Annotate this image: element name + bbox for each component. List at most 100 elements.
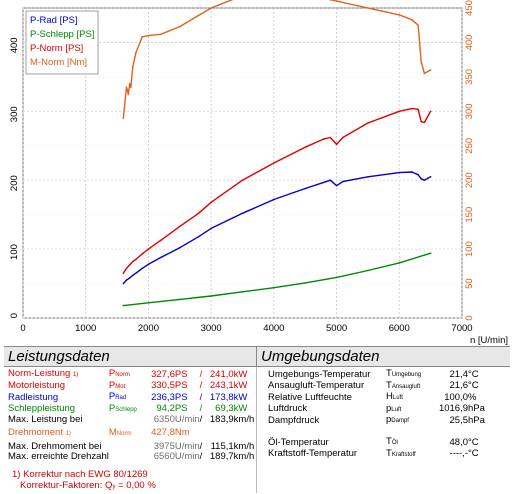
- row-unit-2: kW: [233, 368, 248, 380]
- y-right-tick-label: 200: [464, 172, 475, 188]
- y-left-tick-label: 400: [9, 37, 20, 53]
- data-point: [304, 187, 307, 190]
- data-point: [423, 121, 426, 124]
- data-point: [304, 146, 307, 148]
- y-right-tick-label: 450: [464, 0, 475, 16]
- data-point: [210, 201, 212, 204]
- row-unit-1: U/min: [174, 414, 200, 425]
- env-label: Ansaugluft-Temperatur: [268, 380, 365, 391]
- env-unit: [468, 427, 492, 438]
- data-point: [122, 304, 125, 307]
- env-label: Relative Luftfeuchte: [268, 391, 352, 403]
- data-point: [130, 86, 132, 89]
- data-point: [398, 262, 401, 264]
- data-point: [342, 180, 344, 183]
- data-point: [304, 282, 307, 284]
- row-value-1: 6350: [153, 414, 175, 425]
- y-right-tick-label: 0: [464, 315, 475, 320]
- data-point: [127, 93, 130, 95]
- performance-row: Radleistung PRad 236,3 PS / 173,8 kW: [8, 391, 258, 404]
- data-point: [429, 252, 432, 255]
- data-point: [210, 295, 212, 297]
- row-symbol: PMot: [108, 379, 126, 391]
- row-unit-2: km/h: [233, 440, 255, 452]
- row-value-2: 69,3: [215, 403, 234, 414]
- data-point: [131, 260, 134, 263]
- data-point: [210, 227, 212, 230]
- data-point: [423, 72, 426, 75]
- env-symbol: pDampf: [386, 414, 409, 425]
- y-right-tick-label: 400: [464, 35, 475, 51]
- x-tick-label: 0: [20, 323, 25, 334]
- correction-note: 1) Korrektur nach EWG 80/1269: [12, 469, 148, 480]
- env-unit: °C: [468, 368, 479, 380]
- env-value: 1016,9: [438, 403, 468, 414]
- row-symbol: [109, 415, 149, 426]
- data-point: [147, 263, 150, 266]
- row-value-1: 6560: [153, 451, 175, 462]
- row-value-2: 173,8: [209, 391, 234, 403]
- env-value: [438, 427, 468, 438]
- data-point: [329, 136, 332, 139]
- row-unit-1: PS: [174, 368, 188, 380]
- row-label: Max. Leistung bei: [8, 414, 83, 425]
- y-right-tick-label: 100: [464, 241, 475, 257]
- data-point: [417, 108, 419, 111]
- y-right-tick-label: 350: [464, 69, 475, 85]
- row-symbol: PSchlepp: [108, 402, 137, 414]
- data-point: [141, 267, 143, 270]
- data-point: [128, 82, 131, 85]
- environment-row: Öl-Temperatur TÖl 48,0 °C: [268, 436, 492, 449]
- row-label: Motorleistung: [8, 380, 66, 391]
- x-tick-label: 1000: [75, 323, 96, 334]
- row-value-2: 243,1: [209, 380, 234, 391]
- environment-row: Ansaugluft-Temperatur TAnsaugluft 21,6 °C: [268, 379, 492, 393]
- data-point: [122, 117, 125, 120]
- data-point: [420, 178, 423, 180]
- data-panel: Leistungsdaten Umgebungsdaten Norm-Leist…: [4, 346, 510, 493]
- data-point: [178, 25, 181, 28]
- x-tick-label: 5000: [326, 323, 347, 334]
- data-point: [398, 110, 401, 113]
- y-left-tick-label: 100: [9, 244, 20, 260]
- data-point: [122, 282, 125, 285]
- performance-row: Motorleistung PMot 330,5 PS / 243,1 kW: [8, 379, 258, 393]
- env-symbol: TAnsaugluft: [386, 379, 421, 391]
- data-point: [367, 175, 369, 178]
- data-point: [367, 269, 369, 272]
- data-point: [125, 267, 128, 270]
- data-point: [131, 65, 134, 68]
- row-unit-1: PS: [174, 391, 188, 403]
- env-label: Umgebungs-Temperatur: [268, 368, 371, 380]
- env-unit: °C: [468, 380, 479, 391]
- data-point: [367, 122, 369, 124]
- data-point: [141, 253, 143, 255]
- performance-row: Max. Drehmoment bei 3975 U/min/ 115,1 km/h: [8, 440, 258, 453]
- row-value-2: 115,1: [210, 440, 234, 452]
- data-point: [420, 60, 423, 63]
- data-point: [335, 143, 338, 146]
- data-point: [135, 258, 137, 261]
- environment-heading: Umgebungsdaten: [257, 347, 510, 367]
- data-point: [125, 279, 128, 281]
- env-label: Kraftstoff-Temperatur: [268, 448, 358, 459]
- data-point: [323, 181, 325, 184]
- data-point: [178, 225, 181, 228]
- data-point: [147, 34, 150, 37]
- data-point: [273, 198, 275, 201]
- row-unit-1: U/min: [174, 440, 200, 452]
- row-separator: /: [199, 403, 203, 414]
- env-label: Luftdruck: [268, 403, 308, 414]
- row-value-1: 236,3: [151, 391, 175, 403]
- environment-table: Umgebungs-Temperatur TUmgebung 21,4 °C Ansau…: [268, 368, 492, 460]
- row-value-1: 94,2: [156, 403, 175, 414]
- env-value: 21,6: [449, 380, 469, 391]
- row-unit-2: kW: [233, 403, 248, 414]
- environment-row: [268, 427, 492, 438]
- env-value: 100,0: [444, 391, 468, 403]
- environment-row: Luftdruck pLuft 1016,9 hPa: [268, 403, 492, 416]
- row-separator: /: [199, 380, 203, 391]
- data-point: [367, 7, 369, 9]
- row-symbol: MNorm: [108, 426, 132, 438]
- correction-factor-note: Korrektur-Faktoren: Qy = 0,00 %: [20, 480, 156, 491]
